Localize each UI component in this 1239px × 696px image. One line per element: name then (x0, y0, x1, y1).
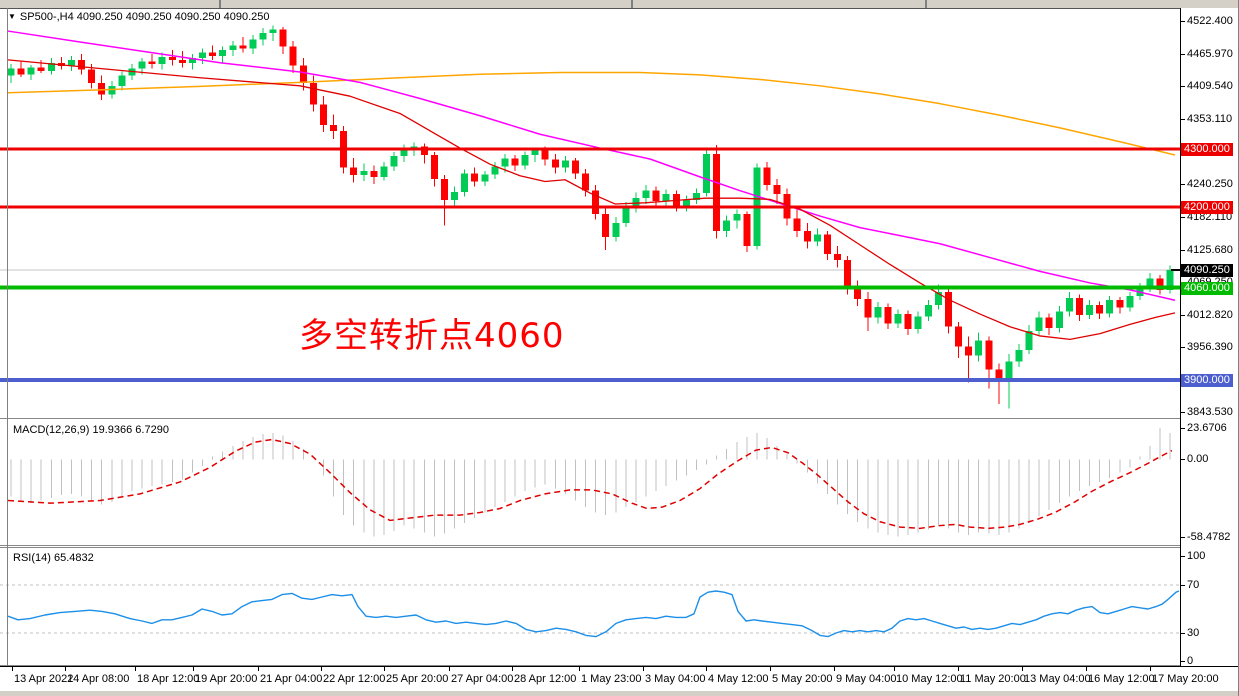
macd-indicator-plot[interactable] (0, 420, 1180, 546)
ma-orange (7, 71, 1176, 156)
time-label: 16 May 12:00 (1088, 673, 1155, 685)
time-tick (258, 667, 259, 671)
time-label: 10 May 12:00 (896, 673, 963, 685)
time-tick (579, 667, 580, 671)
price-chart-plot[interactable] (0, 8, 1180, 418)
time-label: 17 May 20:00 (1152, 673, 1219, 685)
price-tick-label: 4125.680 (1181, 244, 1233, 256)
time-tick (834, 667, 835, 671)
price-tick-label: 4465.970 (1181, 48, 1233, 60)
panel-separator[interactable] (0, 418, 1239, 419)
time-label: 4 May 12:00 (708, 673, 769, 685)
time-tick (12, 667, 13, 671)
macd-header: MACD(12,26,9) 19.9366 6.7290 (13, 424, 169, 436)
price-tick-label: 0 (1180, 655, 1194, 667)
time-tick (1022, 667, 1023, 671)
time-tick (1150, 667, 1151, 671)
symbol-dropdown-arrow[interactable]: ▼ (8, 12, 16, 21)
ma-magenta (7, 30, 1176, 301)
trend-annotation-text[interactable]: 多空转折点4060 (299, 316, 565, 356)
price-tick-label: 70 (1180, 579, 1200, 591)
time-tick (894, 667, 895, 671)
toolbar-separator (219, 0, 221, 8)
panel-separator[interactable] (0, 545, 1239, 546)
panel-separator (0, 419, 1239, 420)
price-tick-label: 3956.390 (1181, 341, 1233, 353)
window-top-strip (0, 0, 1239, 9)
time-tick (706, 667, 707, 671)
price-badge: 4090.250 (1181, 264, 1233, 277)
time-label: 25 Apr 20:00 (386, 673, 449, 685)
time-tick (449, 667, 450, 671)
symbol-period-label: SP500-,H4 (19, 11, 74, 23)
price-tick-label: 23.6706 (1181, 422, 1227, 434)
time-label: 11 May 20:00 (960, 673, 1026, 685)
time-axis[interactable]: 13 Apr 2022 14 Apr 08:00 18 Apr 12:00 19 Ap… (0, 666, 1239, 691)
price-tick-label: 0.00 (1180, 453, 1209, 465)
toolbar-separator (925, 0, 927, 8)
time-label: 14 Apr 08:00 (67, 673, 130, 685)
time-label: 1 May 23:00 (581, 673, 642, 685)
price-tick-label: 30 (1180, 627, 1200, 639)
toolbar-separator (631, 0, 633, 8)
time-label: 13 May 04:00 (1024, 673, 1091, 685)
price-badge: 3900.000 (1181, 374, 1233, 387)
time-tick (643, 667, 644, 671)
price-tick-label: 4240.250 (1181, 178, 1233, 190)
price-axis[interactable]: 4522.4004465.9704409.5404353.1104296.680… (1180, 8, 1239, 667)
price-badge: 4300.000 (1181, 143, 1233, 156)
time-tick (193, 667, 194, 671)
price-tick-label: 4353.110 (1180, 113, 1233, 125)
rsi-header: RSI(14) 65.4832 (13, 552, 94, 564)
time-label: 28 Apr 12:00 (514, 673, 577, 685)
time-tick (958, 667, 959, 671)
price-tick-label: 4182.110 (1180, 211, 1233, 223)
price-tick-label: 4012.820 (1181, 309, 1233, 321)
quote-values: 4090.250 4090.250 4090.250 4090.250 (76, 11, 270, 23)
panel-separator (0, 546, 1239, 547)
time-label: 21 Apr 04:00 (260, 673, 323, 685)
price-tick-label: 4409.540 (1181, 80, 1233, 92)
time-label: 13 Apr 2022 (14, 673, 74, 685)
price-tick-label: -58.4782 (1180, 531, 1231, 543)
time-tick (321, 667, 322, 671)
ma-red (7, 59, 1176, 341)
panel-separator (0, 547, 1239, 548)
price-tick-label: 3843.530 (1181, 406, 1233, 418)
time-tick (512, 667, 513, 671)
time-label: 3 May 04:00 (645, 673, 706, 685)
price-badge: 4200.000 (1181, 201, 1233, 214)
time-tick (770, 667, 771, 671)
time-label: 27 Apr 04:00 (451, 673, 514, 685)
price-axis-line (1180, 8, 1181, 666)
window-left-border (7, 8, 8, 666)
time-label: 18 Apr 12:00 (137, 673, 200, 685)
time-tick (135, 667, 136, 671)
time-tick (1086, 667, 1087, 671)
rsi-indicator-plot[interactable] (0, 548, 1180, 665)
price-tick-label: 100 (1180, 550, 1206, 562)
time-label: 22 Apr 12:00 (323, 673, 386, 685)
panel-separator (0, 665, 1239, 666)
time-label: 19 Apr 20:00 (195, 673, 258, 685)
price-tick-label: 4522.400 (1181, 15, 1233, 27)
time-label: 5 May 20:00 (772, 673, 833, 685)
time-tick (384, 667, 385, 671)
price-badge: 4060.000 (1181, 282, 1233, 295)
chart-title: ▼ SP500-,H4 4090.250 4090.250 4090.250 40… (8, 11, 270, 23)
time-tick (65, 667, 66, 671)
time-label: 9 May 04:00 (836, 673, 897, 685)
